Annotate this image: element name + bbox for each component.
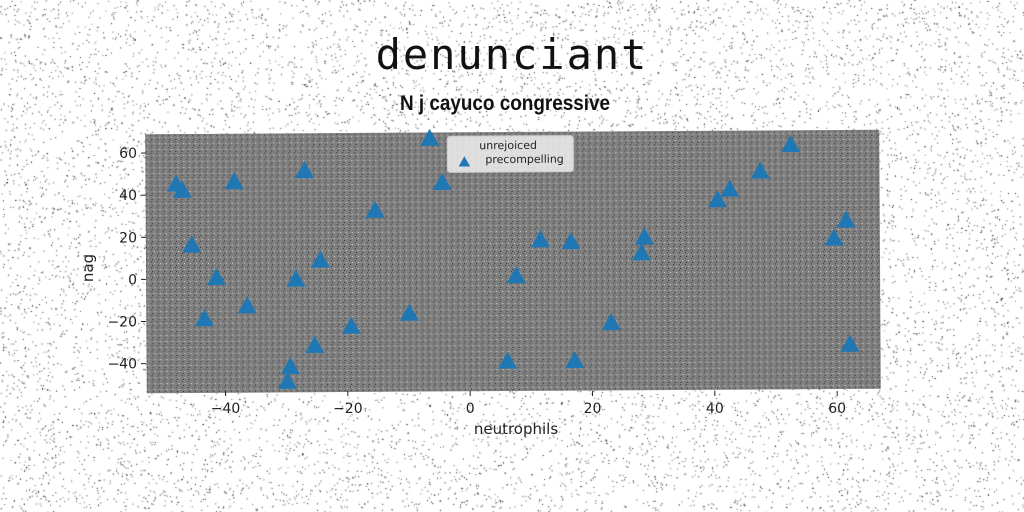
data-point-12 <box>277 371 297 389</box>
data-point-16 <box>420 128 440 146</box>
x-tick-label: −40 <box>211 401 241 417</box>
data-point-11 <box>280 357 300 375</box>
data-point-22 <box>565 351 585 369</box>
data-point-29 <box>781 135 801 153</box>
legend-box <box>446 135 574 173</box>
data-point-18 <box>498 351 518 369</box>
data-point-5 <box>194 309 214 327</box>
x-axis-ticks: −40 −20 0 20 40 60 <box>211 391 846 417</box>
data-point-20 <box>530 230 550 248</box>
x-tick-label: 60 <box>828 401 846 417</box>
data-point-14 <box>365 200 385 218</box>
x-axis-label: neutrophils <box>474 420 559 438</box>
data-point-30 <box>824 228 844 246</box>
plot-area <box>145 129 881 394</box>
x-tick-label: 40 <box>706 401 724 417</box>
data-point-4 <box>206 268 226 286</box>
data-point-23 <box>601 313 621 331</box>
chart-subtitle: N j cayuco congressive <box>399 92 611 115</box>
data-point-27 <box>720 179 740 197</box>
data-point-19 <box>506 266 526 284</box>
data-point-8 <box>286 269 306 287</box>
data-point-13 <box>341 316 361 334</box>
data-point-10 <box>305 335 325 353</box>
data-point-25 <box>634 227 654 245</box>
data-point-2 <box>224 172 244 190</box>
legend-label-precompelling: precompelling <box>485 153 563 166</box>
chart-title: denunciant <box>375 30 649 79</box>
data-point-3 <box>182 235 202 253</box>
legend-marker-precompelling <box>458 156 471 167</box>
data-point-24 <box>631 243 651 261</box>
y-tick-label: −40 <box>107 357 137 373</box>
data-point-21 <box>561 232 581 250</box>
x-tick-label: 0 <box>466 401 475 417</box>
y-tick-label: −20 <box>107 315 137 331</box>
data-point-15 <box>399 303 419 321</box>
data-points <box>166 128 860 389</box>
data-point-26 <box>708 190 728 208</box>
x-tick-label: −20 <box>333 401 363 417</box>
y-tick-label: 60 <box>119 146 137 162</box>
data-point-7 <box>295 161 315 179</box>
data-point-9 <box>310 250 330 268</box>
data-point-31 <box>836 210 856 228</box>
y-tick-label: 40 <box>119 188 137 204</box>
data-point-28 <box>750 161 770 179</box>
data-point-1 <box>172 180 192 198</box>
data-point-6 <box>237 296 257 314</box>
y-axis-ticks: −40 −20 0 20 40 60 <box>107 146 146 373</box>
data-point-17 <box>432 172 452 191</box>
y-tick-label: 0 <box>128 272 137 288</box>
data-point-32 <box>840 334 860 352</box>
legend-label-unrejoiced: unrejoiced <box>479 139 537 152</box>
x-tick-label: 20 <box>584 401 602 417</box>
y-tick-label: 20 <box>119 230 137 246</box>
legend: unrejoiced precompelling <box>446 135 574 173</box>
y-axis-label: nag <box>79 254 97 282</box>
